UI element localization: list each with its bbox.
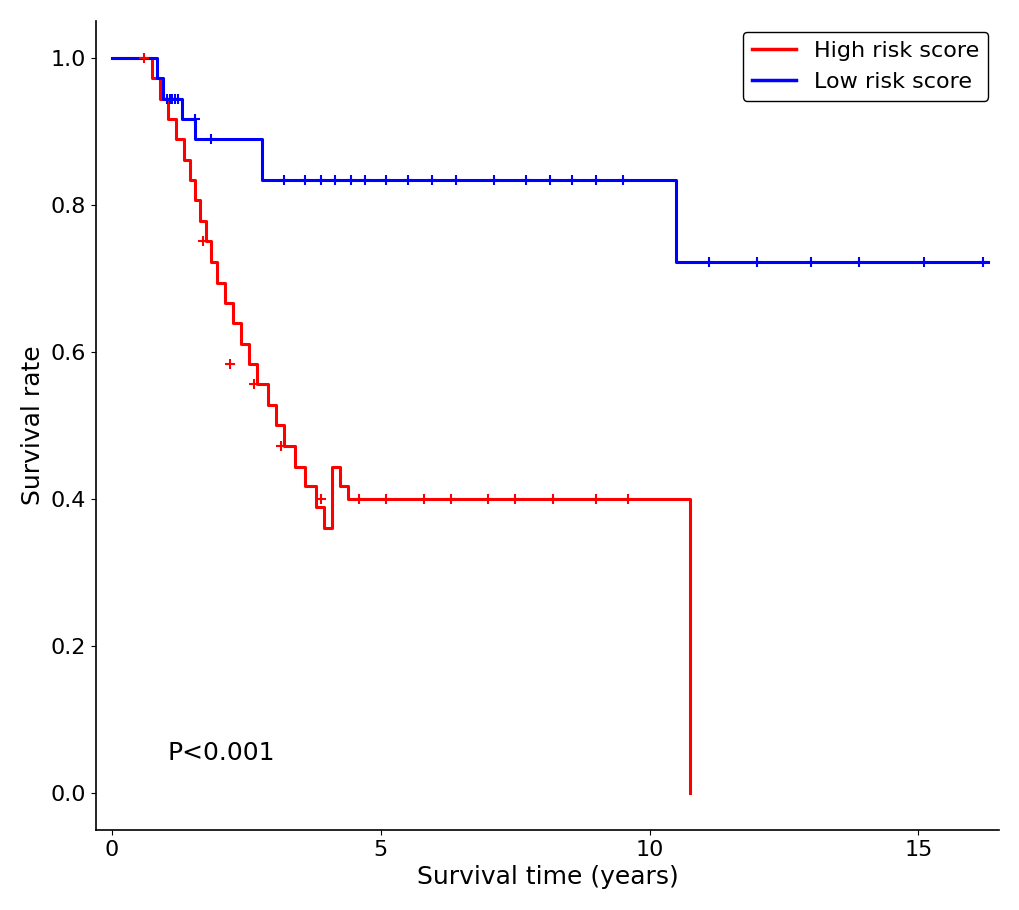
Y-axis label: Survival rate: Survival rate [20,346,45,505]
Text: P<0.001: P<0.001 [168,741,275,765]
X-axis label: Survival time (years): Survival time (years) [416,865,678,889]
Legend: High risk score, Low risk score: High risk score, Low risk score [742,32,987,101]
